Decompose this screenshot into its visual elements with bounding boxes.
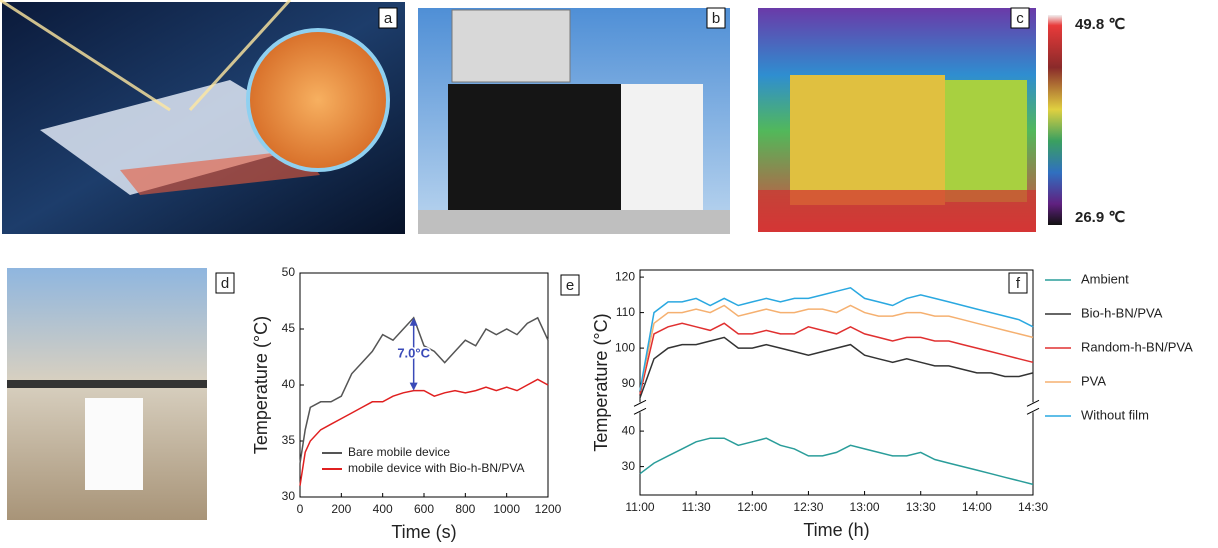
- photo-c: [758, 8, 1062, 232]
- legend-label: Random-h-BN/PVA: [1081, 339, 1193, 354]
- y-axis-title: Temperature (°C): [251, 316, 271, 454]
- panel-label: c: [1016, 10, 1024, 27]
- y-tick-label: 35: [282, 433, 296, 447]
- y-tick-label: 90: [622, 376, 636, 390]
- y-tick-label: 40: [622, 423, 636, 437]
- figure: 49.8 ℃ 26.9 ℃ abcdef02004006008001000120…: [0, 0, 1218, 548]
- x-tick-label: 800: [455, 502, 475, 516]
- arrow-head: [410, 383, 418, 391]
- x-tick-label: 13:30: [906, 500, 936, 514]
- x-tick-label: 14:00: [962, 500, 992, 514]
- annotation: 7.0°C: [397, 346, 430, 361]
- panel-label: b: [712, 10, 720, 27]
- series-line: [640, 337, 1033, 397]
- legend-label: Without film: [1081, 407, 1149, 422]
- panel-label: e: [566, 277, 574, 294]
- x-tick-label: 11:30: [682, 500, 711, 514]
- plot-frame: [640, 270, 1033, 495]
- photo-d: [7, 268, 207, 520]
- y-tick-label: 110: [616, 305, 635, 319]
- series-line: [640, 288, 1033, 391]
- x-tick-label: 200: [331, 502, 351, 516]
- x-tick-label: 0: [297, 502, 304, 516]
- x-tick-label: 1200: [535, 502, 562, 516]
- photo-b: [418, 8, 730, 234]
- y-tick-label: 45: [282, 321, 296, 335]
- x-axis-title: Time (s): [391, 522, 456, 542]
- x-tick-label: 400: [373, 502, 393, 516]
- legend-label: mobile device with Bio-h-BN/PVA: [348, 461, 525, 475]
- photo-a: [0, 0, 405, 234]
- y-tick-label: 50: [282, 265, 296, 279]
- y-tick-label: 100: [615, 340, 635, 354]
- y-tick-label: 40: [282, 377, 296, 391]
- y-tick-label: 30: [282, 489, 296, 503]
- x-tick-label: 11:00: [625, 500, 654, 514]
- colorbar-min: 26.9 ℃: [1075, 209, 1125, 226]
- x-tick-label: 14:30: [1018, 500, 1048, 514]
- x-tick-label: 12:00: [737, 500, 767, 514]
- series-line: [640, 323, 1033, 394]
- x-tick-label: 600: [414, 502, 434, 516]
- legend-label: Bio-h-BN/PVA: [1081, 305, 1163, 320]
- legend-label: PVA: [1081, 373, 1106, 388]
- panel-label: d: [221, 275, 229, 292]
- y-tick-label: 120: [615, 269, 635, 283]
- series-line: [640, 438, 1033, 484]
- x-tick-label: 13:00: [850, 500, 880, 514]
- legend-label: Ambient: [1081, 271, 1129, 286]
- x-axis-title: Time (h): [803, 520, 869, 540]
- colorbar-max: 49.8 ℃: [1075, 16, 1125, 33]
- x-tick-label: 1000: [493, 502, 520, 516]
- y-axis-title: Temperature (°C): [591, 313, 611, 451]
- x-tick-label: 12:30: [793, 500, 823, 514]
- panel-label: a: [384, 10, 393, 27]
- y-tick-label: 30: [622, 459, 636, 473]
- legend-label: Bare mobile device: [348, 445, 450, 459]
